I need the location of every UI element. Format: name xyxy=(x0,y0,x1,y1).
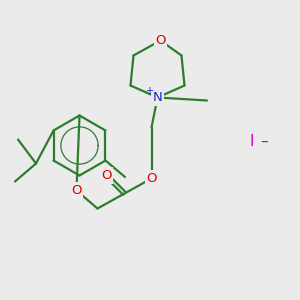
Text: N: N xyxy=(153,91,162,104)
Text: O: O xyxy=(71,184,82,197)
Text: O: O xyxy=(146,172,157,185)
Text: O: O xyxy=(101,169,112,182)
Text: I: I xyxy=(250,134,254,148)
Text: +: + xyxy=(146,86,153,96)
Text: –: – xyxy=(260,134,268,148)
Text: O: O xyxy=(155,34,166,47)
